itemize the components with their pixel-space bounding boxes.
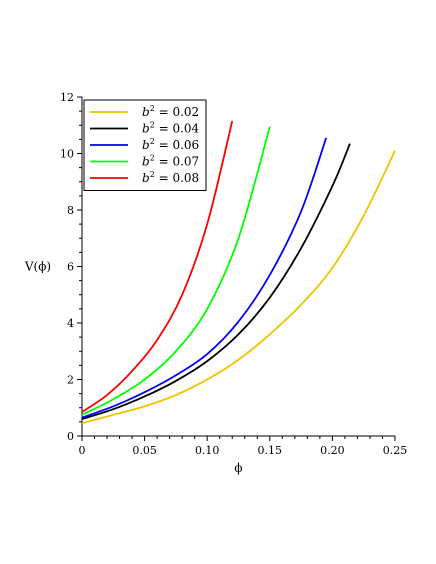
x-tick-label: 0.10 <box>195 444 220 457</box>
series-line-1 <box>81 150 396 425</box>
legend-label: b2 = 0.04 <box>142 121 200 136</box>
legend-label: b2 = 0.07 <box>142 154 199 169</box>
series-line-2 <box>81 143 351 420</box>
series-line-5 <box>81 120 234 413</box>
x-tick-label: 0.20 <box>320 444 345 457</box>
y-tick-label: 6 <box>67 261 74 274</box>
x-tick-label: 0.05 <box>132 444 157 457</box>
x-axis-title: ϕ <box>234 461 242 475</box>
y-tick-label: 10 <box>60 148 74 161</box>
y-tick-label: 4 <box>67 317 74 330</box>
x-tick-label: 0.15 <box>258 444 283 457</box>
y-ticks: 0 2 4 6 8 10 12 <box>60 91 82 443</box>
x-tick-label: 0.25 <box>383 444 408 457</box>
y-tick-label: 0 <box>67 430 74 443</box>
legend-label: b2 = 0.02 <box>142 104 199 119</box>
y-tick-label: 2 <box>67 374 74 387</box>
axes: 0 0.05 0.10 0.15 0.20 0.25 0 2 4 6 8 10 12 <box>60 91 407 457</box>
legend-label: b2 = 0.08 <box>142 170 199 185</box>
y-tick-label: 12 <box>60 91 74 104</box>
y-tick-label: 8 <box>67 204 74 217</box>
y-axis-title: V(ϕ) <box>24 260 51 274</box>
x-ticks: 0 0.05 0.10 0.15 0.20 0.25 <box>79 436 408 457</box>
x-tick-label: 0 <box>79 444 86 457</box>
series-line-4 <box>81 126 271 416</box>
series-line-3 <box>81 137 327 419</box>
legend-label: b2 = 0.06 <box>142 137 199 152</box>
series-lines <box>81 120 396 425</box>
